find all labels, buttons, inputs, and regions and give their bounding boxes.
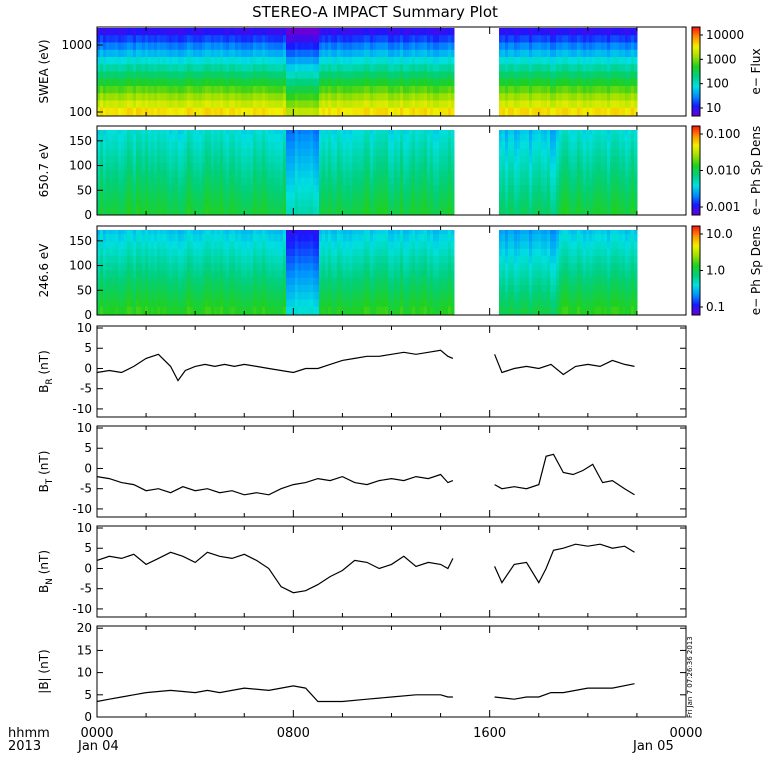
pad650-y-label: 650.7 eV bbox=[37, 143, 51, 198]
pad650-colorbar-label: e− Ph Sp Dens bbox=[749, 126, 763, 215]
y-tick-label: 10 bbox=[77, 321, 92, 335]
y-tick-label: 100 bbox=[69, 105, 92, 119]
plot-title: STEREO-A IMPACT Summary Plot bbox=[252, 3, 498, 21]
y-tick-label: 10 bbox=[77, 421, 92, 435]
colorbar-tick-label: 100 bbox=[706, 77, 729, 91]
bn-y-label: BN (nT) bbox=[37, 550, 55, 593]
y-tick-label: 150 bbox=[69, 134, 92, 148]
bmag-series-line bbox=[96, 685, 453, 703]
pad650-colorbar bbox=[691, 125, 701, 216]
y-tick-label: -5 bbox=[80, 482, 92, 496]
y-tick-label: -10 bbox=[72, 502, 92, 516]
bt-y-label: BT (nT) bbox=[37, 451, 55, 493]
y-tick-label: 0 bbox=[84, 208, 92, 222]
y-tick-label: 100 bbox=[69, 159, 92, 173]
x-tick-label: 0000 bbox=[669, 726, 702, 741]
date-start-label: Jan 04 bbox=[77, 739, 119, 754]
panel-frame bbox=[96, 425, 687, 518]
bt-series-line bbox=[96, 473, 454, 496]
pad246-colorbar bbox=[691, 225, 701, 316]
colorbar-tick-label: 1.0 bbox=[706, 264, 725, 278]
pad246-colorbar-label: e− Ph Sp Dens bbox=[749, 226, 763, 315]
pad650-spectrogram bbox=[97, 130, 638, 215]
colorbar-tick-label: 10000 bbox=[706, 28, 744, 42]
y-tick-label: 15 bbox=[77, 643, 92, 657]
y-tick-label: 100 bbox=[69, 259, 92, 273]
bn-series-line bbox=[96, 551, 454, 594]
y-tick-label: 0 bbox=[84, 561, 92, 575]
timestamp-label: Fri Jan 7 07:26:36 2013 bbox=[686, 636, 694, 718]
x-tick-label: 1600 bbox=[473, 726, 506, 741]
br-y-label: BR (nT) bbox=[37, 350, 55, 393]
x-tick-label: 0000 bbox=[80, 726, 113, 741]
br-series-line bbox=[494, 354, 635, 376]
swea-colorbar bbox=[691, 26, 701, 117]
year-label: 2013 bbox=[8, 739, 41, 754]
colorbar-tick-label: 0.001 bbox=[706, 200, 740, 214]
y-tick-label: -10 bbox=[72, 402, 92, 416]
y-tick-label: 5 bbox=[84, 688, 92, 702]
x-tick-label: 0800 bbox=[277, 726, 310, 741]
y-tick-label: 50 bbox=[77, 183, 92, 197]
y-tick-label: 5 bbox=[84, 541, 92, 555]
br-series-line bbox=[96, 349, 454, 382]
swea-y-label: SWEA (eV) bbox=[37, 39, 51, 103]
y-tick-label: 0 bbox=[84, 710, 92, 724]
panel-frame bbox=[96, 625, 687, 718]
pad246-y-label: 246.6 eV bbox=[37, 243, 51, 298]
colorbar-tick-label: 1000 bbox=[706, 52, 737, 66]
colorbar-tick-label: 10.0 bbox=[706, 227, 733, 241]
swea-colorbar-label: e− Flux bbox=[749, 48, 763, 94]
y-tick-label: 5 bbox=[84, 341, 92, 355]
y-tick-label: -5 bbox=[80, 582, 92, 596]
panel-frame bbox=[96, 325, 687, 418]
y-tick-label: 5 bbox=[84, 441, 92, 455]
date-end-label: Jan 05 bbox=[632, 739, 674, 754]
colorbar-tick-label: 0.010 bbox=[706, 164, 740, 178]
time-format-label: hhmm bbox=[8, 726, 50, 741]
colorbar-tick-label: 10 bbox=[706, 101, 721, 115]
y-tick-label: 50 bbox=[77, 283, 92, 297]
colorbar-tick-label: 0.100 bbox=[706, 127, 740, 141]
y-tick-label: -10 bbox=[72, 602, 92, 616]
y-tick-label: -5 bbox=[80, 382, 92, 396]
y-tick-label: 0 bbox=[84, 308, 92, 322]
y-tick-label: 150 bbox=[69, 234, 92, 248]
bn-series-line bbox=[494, 543, 635, 584]
y-tick-label: 10 bbox=[77, 521, 92, 535]
bmag-series-line bbox=[494, 683, 635, 700]
colorbar-tick-label: 0.1 bbox=[706, 300, 725, 314]
pad246-spectrogram bbox=[97, 230, 638, 315]
panel-frame bbox=[96, 525, 687, 618]
bt-series-line bbox=[494, 453, 635, 496]
y-tick-label: 1000 bbox=[61, 38, 92, 52]
y-tick-label: 10 bbox=[77, 666, 92, 680]
y-tick-label: 20 bbox=[77, 621, 92, 635]
y-tick-label: 0 bbox=[84, 361, 92, 375]
y-tick-label: 0 bbox=[84, 461, 92, 475]
swea-spectrogram bbox=[97, 28, 638, 116]
bmag-y-label: |B| (nT) bbox=[37, 649, 51, 693]
